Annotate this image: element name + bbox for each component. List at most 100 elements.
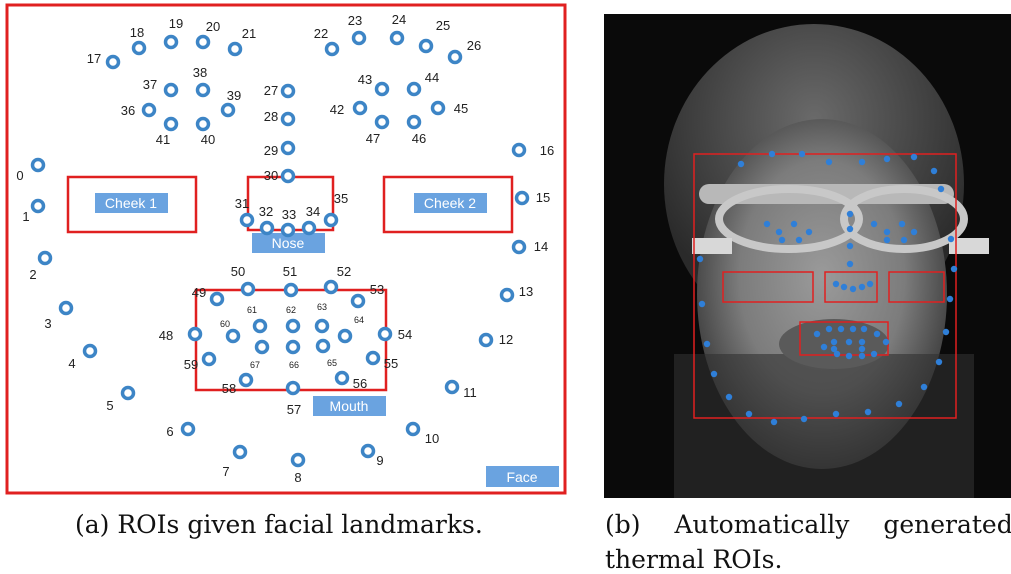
landmark-marker xyxy=(315,338,331,354)
thermal-landmark-dot xyxy=(900,236,908,244)
landmark-marker xyxy=(209,291,225,307)
thermal-landmark-dot xyxy=(846,225,854,233)
face-roi-box xyxy=(5,3,567,495)
landmark-label: 2 xyxy=(29,267,36,282)
thermal-landmark-dot xyxy=(745,410,753,418)
thermal-landmark-dot xyxy=(830,338,838,346)
landmark-label: 52 xyxy=(337,264,351,279)
thermal-landmark-dot xyxy=(950,265,958,273)
thermal-landmark-dot xyxy=(768,150,776,158)
landmark-label: 0 xyxy=(16,168,23,183)
landmark-label: 38 xyxy=(193,65,207,80)
thermal-landmark-dot xyxy=(846,210,854,218)
landmark-label: 53 xyxy=(370,282,384,297)
thermal-landmark-dot xyxy=(858,283,866,291)
landmark-label: 46 xyxy=(412,131,426,146)
thermal-landmark-dot xyxy=(790,220,798,228)
landmark-label: 12 xyxy=(499,332,513,347)
landmark-marker xyxy=(37,250,53,266)
landmark-label: 63 xyxy=(317,302,327,312)
landmark-label: 23 xyxy=(348,13,362,28)
landmark-marker xyxy=(365,350,381,366)
landmark-marker xyxy=(430,100,446,116)
landmark-label: 36 xyxy=(121,103,135,118)
landmark-label: 49 xyxy=(192,285,206,300)
thermal-landmark-dot xyxy=(832,280,840,288)
landmark-label: 48 xyxy=(159,328,173,343)
thermal-landmark-dots xyxy=(696,150,958,426)
landmark-label: 29 xyxy=(264,143,278,158)
landmark-label: 30 xyxy=(264,168,278,183)
landmark-label: 26 xyxy=(467,38,481,53)
thermal-landmark-dot xyxy=(849,325,857,333)
svg-text:Cheek 1: Cheek 1 xyxy=(105,195,157,211)
landmark-label: 5 xyxy=(106,398,113,413)
landmark-label: 25 xyxy=(436,18,450,33)
cheek2-label: Cheek 2 xyxy=(414,193,487,213)
landmark-label: 62 xyxy=(286,305,296,315)
thermal-landmark-dot xyxy=(737,160,745,168)
landmark-marker xyxy=(478,332,494,348)
landmark-label: 58 xyxy=(222,381,236,396)
landmark-label: 57 xyxy=(287,402,301,417)
landmark-marker xyxy=(225,328,241,344)
landmark-marker xyxy=(406,81,422,97)
thermal-landmark-dot xyxy=(920,383,928,391)
landmark-label: 19 xyxy=(169,16,183,31)
thermal-landmark-dot xyxy=(935,358,943,366)
landmark-marker xyxy=(285,318,301,334)
landmark-marker xyxy=(254,339,270,355)
thermal-landmark-dot xyxy=(898,220,906,228)
thermal-landmark-dot xyxy=(696,255,704,263)
landmark-marker xyxy=(447,49,463,65)
landmark-label: 40 xyxy=(201,132,215,147)
thermal-landmark-dot xyxy=(800,415,808,423)
landmark-label: 3 xyxy=(44,316,51,331)
landmark-label: 64 xyxy=(354,315,364,325)
landmark-marker xyxy=(499,287,515,303)
thermal-landmark-dot xyxy=(825,325,833,333)
landmark-marker xyxy=(252,318,268,334)
landmark-marker xyxy=(195,82,211,98)
landmark-label: 7 xyxy=(222,464,229,479)
landmark-label: 4 xyxy=(68,356,75,371)
svg-text:Nose: Nose xyxy=(272,235,305,251)
thermal-landmark-dot xyxy=(930,167,938,175)
landmark-marker xyxy=(324,41,340,57)
landmark-marker xyxy=(30,157,46,173)
thermal-landmark-dot xyxy=(883,236,891,244)
landmark-marker xyxy=(187,326,203,342)
landmark-label: 37 xyxy=(143,77,157,92)
thermal-landmark-dot xyxy=(864,408,872,416)
landmark-label: 61 xyxy=(247,305,257,315)
landmark-label: 28 xyxy=(264,109,278,124)
landmark-marker xyxy=(201,351,217,367)
glasses xyxy=(692,184,989,254)
landmark-marker xyxy=(301,220,317,236)
thermal-landmark-dot xyxy=(845,352,853,360)
landmark-marker xyxy=(334,370,350,386)
thermal-landmark-dot xyxy=(725,393,733,401)
landmark-label: 59 xyxy=(184,357,198,372)
landmark-label: 51 xyxy=(283,264,297,279)
svg-text:Mouth: Mouth xyxy=(330,398,369,414)
landmark-label: 42 xyxy=(330,102,344,117)
landmark-marker xyxy=(141,102,157,118)
thermal-landmark-dot xyxy=(873,330,881,338)
thermal-landmark-dot xyxy=(832,410,840,418)
thermal-landmark-dot xyxy=(820,343,828,351)
landmark-label: 33 xyxy=(282,207,296,222)
caption-b-line2: thermal ROIs. xyxy=(605,545,783,574)
landmark-marker xyxy=(227,41,243,57)
landmark-label: 14 xyxy=(534,239,548,254)
thermal-landmark-dot xyxy=(895,400,903,408)
thermal-landmark-dot xyxy=(830,345,838,353)
thermal-cheek1-roi xyxy=(722,271,814,303)
landmark-marker xyxy=(285,339,301,355)
landmark-marker xyxy=(195,116,211,132)
landmark-marker xyxy=(180,421,196,437)
landmark-marker xyxy=(444,379,460,395)
thermal-landmark-dot xyxy=(947,235,955,243)
landmark-marker xyxy=(105,54,121,70)
